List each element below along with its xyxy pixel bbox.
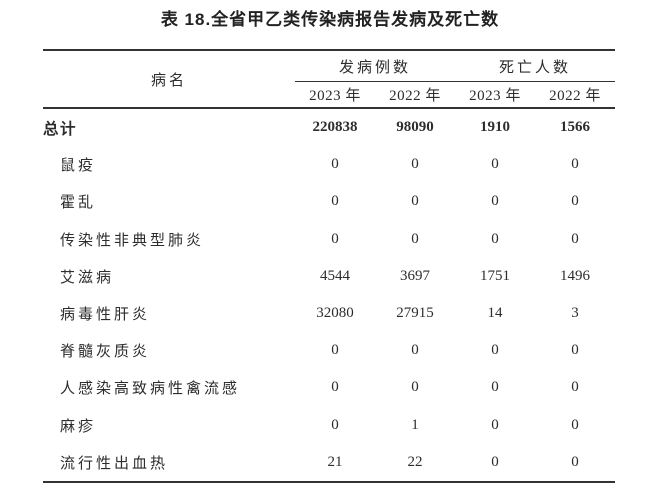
column-header-deaths-2023: 2023 年 [455,81,536,109]
column-header-cases-2023: 2023 年 [295,81,375,109]
value-cell: 1496 [560,267,591,284]
disease-name-cell: 艾滋病 [60,269,115,286]
value-cell: 1 [411,416,419,433]
value-cell: 22 [375,443,456,483]
value-cell: 0 [331,230,339,247]
value-cell: 0 [571,156,579,173]
value-cell: 0 [535,443,616,483]
value-cell: 3697 [400,267,430,284]
value-cell: 32080 [316,305,354,322]
table-row: 流行性出血热 21 22 0 0 [43,443,616,483]
value-cell: 0 [491,416,499,433]
column-header-cases-2022: 2022 年 [375,81,456,109]
table-body: 总计 220838 98090 1910 1566 鼠疫 0 0 0 0 霍乱 0 0 0 0 传染性非典型肺… [43,108,616,483]
table-row: 霍乱 0 0 0 0 [43,183,615,220]
value-cell: 0 [411,193,419,210]
column-header-disease-name: 病名 [43,50,295,109]
value-cell: 3 [571,305,579,322]
value-cell: 0 [411,230,419,247]
value-cell: 0 [571,416,579,433]
value-cell: 0 [491,156,499,173]
table-row: 人感染高致病性禽流感 0 0 0 0 [43,369,615,406]
value-cell: 21 [295,443,375,483]
table-row: 艾滋病 4544 3697 1751 1496 [43,258,615,295]
value-cell: 1910 [480,119,511,136]
value-cell: 0 [571,342,579,359]
column-header-deaths-2022: 2022 年 [535,81,616,109]
table-title: 表 18.全省甲乙类传染病报告发病及死亡数 [160,10,500,29]
value-cell: 0 [331,193,339,210]
value-cell: 1566 [560,119,591,136]
table-row: 麻疹 0 1 0 0 [43,407,615,444]
value-cell: 0 [491,230,499,247]
value-cell: 0 [331,379,339,396]
value-cell: 0 [491,193,499,210]
value-cell: 0 [571,230,579,247]
table-row: 传染性非典型肺炎 0 0 0 0 [43,221,615,258]
value-cell: 0 [491,379,499,396]
table-row: 病毒性肝炎 32080 27915 14 3 [43,295,615,332]
disease-name-cell: 总计 [43,120,78,138]
value-cell: 27915 [396,305,434,322]
value-cell: 1751 [480,267,511,284]
table-row-total: 总计 220838 98090 1910 1566 [43,108,615,146]
value-cell: 98090 [396,119,434,136]
disease-name-cell: 麻疹 [60,418,97,435]
disease-name-cell: 传染性非典型肺炎 [60,232,205,249]
header-group-row: 病名 发病例数 死亡人数 [43,50,616,109]
value-cell: 0 [491,342,499,359]
disease-name-cell: 鼠疫 [60,158,97,175]
value-cell: 0 [411,342,419,359]
disease-name-cell: 病毒性肝炎 [60,307,151,324]
header-year-row: 2023 年 2022 年 2023 年 2022 年 [43,81,616,109]
table-header: 病名 发病例数 死亡人数 2023 年 2022 年 2023 年 2022 年 [43,50,616,109]
value-cell: 220838 [312,119,358,136]
value-cell: 0 [571,193,579,210]
value-cell: 0 [411,379,419,396]
disease-name-cell: 霍乱 [60,195,97,212]
infectious-disease-table: 病名 发病例数 死亡人数 2023 年 2022 年 2023 年 2022 年… [43,49,616,483]
value-cell: 0 [331,156,339,173]
value-cell: 0 [455,443,536,483]
value-cell: 4544 [320,267,350,284]
disease-name-cell: 人感染高致病性禽流感 [60,381,241,398]
table-row: 脊髓灰质炎 0 0 0 0 [43,332,615,369]
value-cell: 0 [331,416,339,433]
value-cell: 0 [411,156,419,173]
column-group-cases: 发病例数 [295,50,456,82]
value-cell: 0 [571,379,579,396]
value-cell: 14 [487,305,503,322]
column-group-deaths: 死亡人数 [455,50,616,82]
disease-name-cell: 脊髓灰质炎 [60,344,151,361]
table-row: 鼠疫 0 0 0 0 [43,146,615,183]
disease-name-cell: 流行性出血热 [43,443,295,483]
value-cell: 0 [331,342,339,359]
